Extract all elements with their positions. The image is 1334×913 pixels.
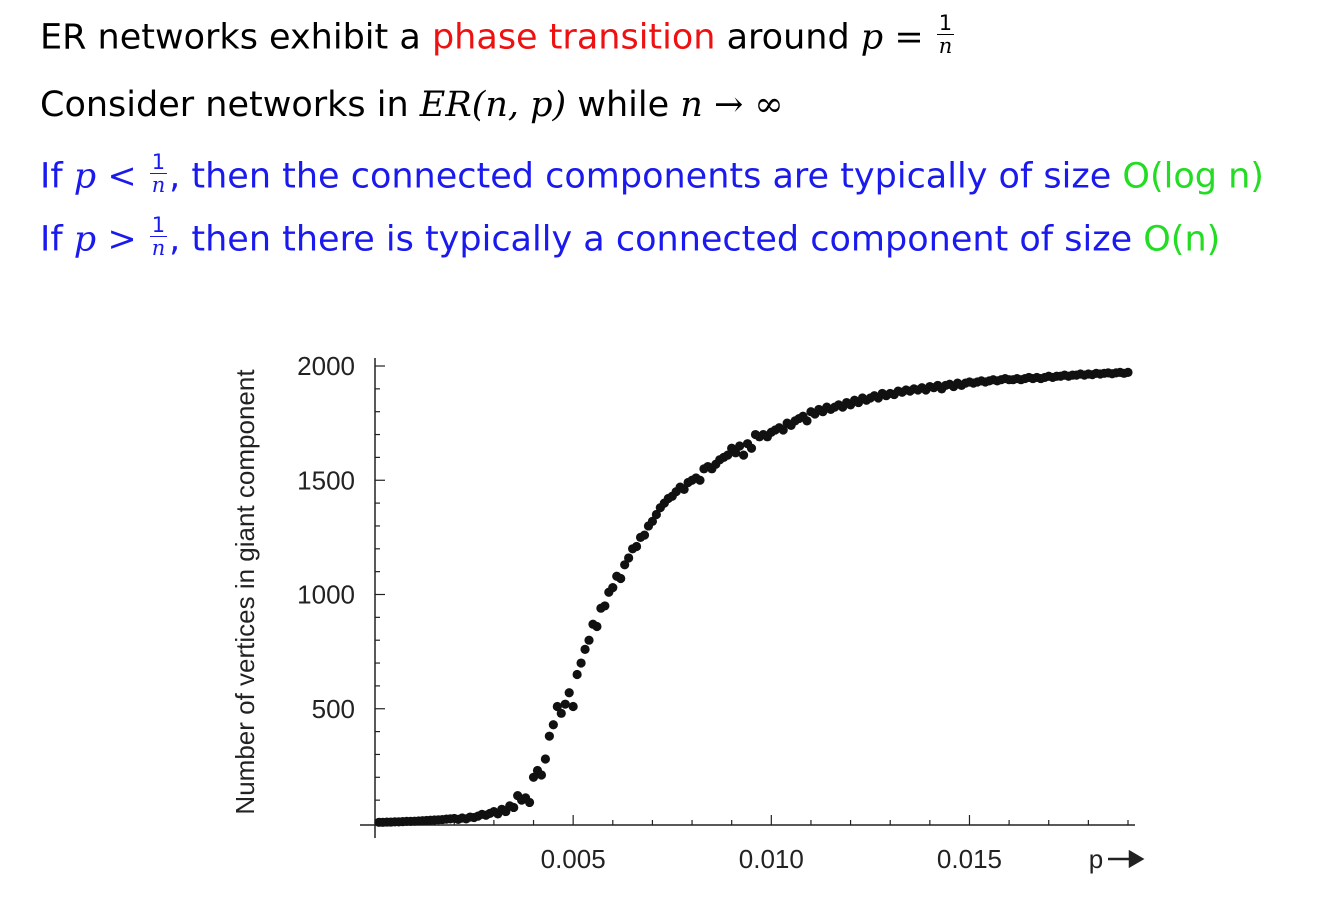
data-point	[735, 441, 745, 451]
data-point	[536, 770, 547, 780]
fraction-denominator: n	[151, 173, 166, 198]
data-point	[572, 669, 582, 680]
x-tick-label: 0.015	[937, 844, 1002, 874]
line3-text: , then the connected components are typi…	[169, 156, 1123, 197]
big-o-n: O(n)	[1143, 219, 1221, 260]
data-point	[723, 450, 733, 460]
phase-transition-highlight: phase transition	[431, 17, 716, 58]
data-point	[580, 644, 590, 654]
data-point	[568, 701, 578, 712]
data-point	[778, 425, 788, 435]
data-point	[624, 553, 634, 563]
line-consider-networks: Consider networks in ER(n, p) while n → …	[40, 88, 784, 123]
x-axis-arrow-icon	[1108, 849, 1145, 869]
math-p: p	[73, 219, 97, 260]
data-point	[548, 720, 558, 730]
y-tick-label: 1500	[297, 465, 355, 495]
data-point	[564, 688, 574, 698]
data-point	[600, 601, 610, 611]
x-tick-label: 0.005	[541, 844, 606, 874]
math-p: p	[73, 156, 97, 197]
fraction-numerator: 1	[149, 213, 168, 238]
math-equals: =	[883, 17, 935, 58]
data-point	[528, 772, 539, 782]
data-point	[556, 708, 566, 718]
data-point	[616, 573, 626, 584]
chart-points	[374, 367, 1133, 827]
y-tick-label: 1000	[297, 580, 355, 610]
y-axis-label: Number of vertices in giant component	[230, 369, 260, 815]
fraction-denominator: n	[938, 34, 953, 59]
math-limit: → ∞	[702, 85, 784, 125]
line-phase-transition: ER networks exhibit a phase transition a…	[40, 12, 956, 61]
line3-prefix: If	[40, 156, 74, 197]
data-point	[540, 754, 551, 764]
y-tick-label: 2000	[297, 351, 355, 381]
data-point	[802, 416, 812, 426]
data-point	[560, 699, 570, 709]
line2-text: Consider networks in	[40, 85, 420, 125]
chart-ticks: 500 1000 1500 2000 0.005 0.010 0.015	[297, 351, 1129, 874]
data-point	[639, 530, 650, 540]
math-n: n	[680, 85, 703, 125]
math-p: p	[860, 17, 884, 58]
line1-text-around: around	[715, 17, 861, 58]
data-point	[695, 475, 705, 485]
data-point	[746, 443, 757, 453]
data-point	[552, 701, 562, 712]
data-point	[651, 509, 661, 520]
data-point	[620, 560, 630, 570]
math-er: ER	[419, 85, 472, 125]
data-point	[524, 797, 535, 808]
data-point	[647, 516, 658, 526]
data-point	[608, 583, 618, 593]
x-tick-label: 0.010	[739, 844, 804, 874]
data-point	[679, 484, 689, 494]
line1-text: ER networks exhibit a	[40, 17, 432, 58]
fraction-numerator: 1	[149, 150, 168, 175]
data-point	[584, 635, 594, 645]
math-er-args: (n, p)	[471, 85, 567, 125]
data-point	[1123, 367, 1133, 377]
data-point	[509, 802, 519, 813]
fraction-denominator: n	[151, 236, 166, 261]
fraction-numerator: 1	[936, 11, 955, 36]
math-greater-than: >	[96, 219, 148, 260]
data-point	[731, 448, 741, 458]
line4-text: , then there is typically a connected co…	[169, 219, 1144, 260]
x-axis-label: p	[1089, 844, 1103, 874]
big-o-log-n: O(log n)	[1122, 156, 1264, 197]
y-tick-label: 500	[312, 694, 355, 724]
chart-axes	[360, 358, 1135, 838]
x-axis-label-group: p	[1089, 844, 1145, 874]
line2-text-while: while	[566, 85, 681, 125]
data-point	[738, 450, 749, 460]
data-point	[544, 731, 554, 741]
data-point	[631, 541, 642, 552]
data-point	[592, 621, 602, 632]
line4-prefix: If	[40, 219, 74, 260]
math-less-than: <	[96, 156, 148, 197]
data-point	[576, 658, 586, 668]
